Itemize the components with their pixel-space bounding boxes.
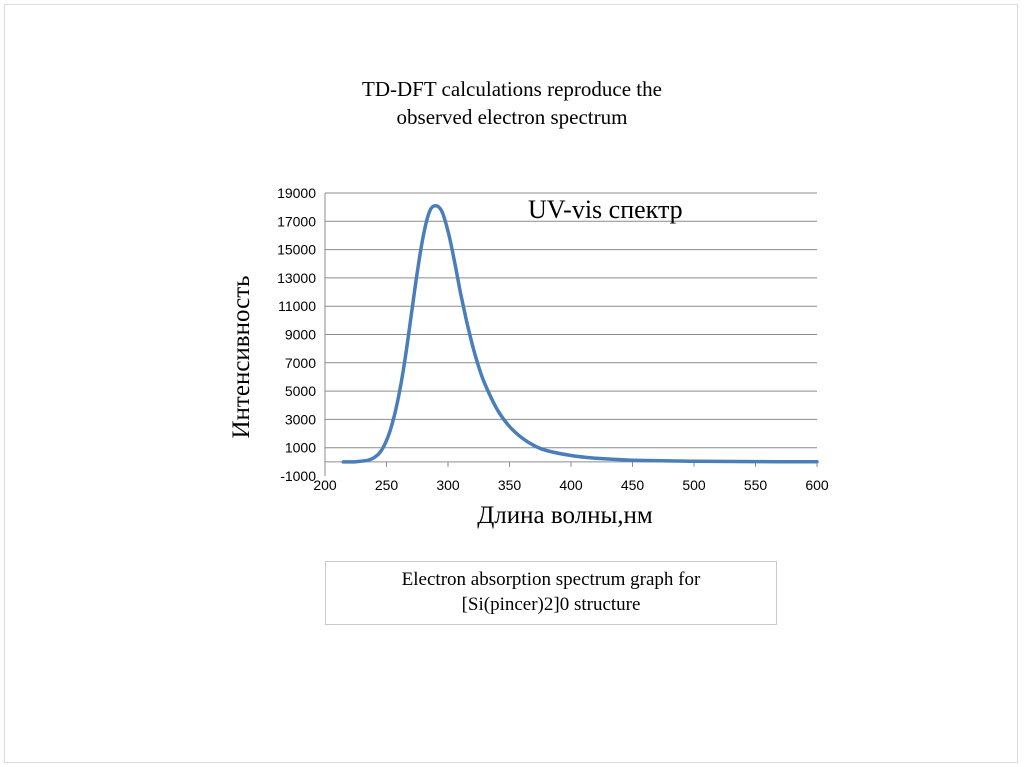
y-tick-label: 15000	[277, 242, 316, 258]
chart-x-axis-label: Длина волны,нм	[477, 502, 653, 529]
slide	[4, 4, 1018, 763]
x-tick-label: 550	[744, 477, 768, 493]
y-tick-label: 9000	[285, 327, 316, 343]
y-tick-label: -1000	[280, 468, 316, 484]
slide-title-line-2: observed electron spectrum	[396, 105, 628, 129]
slide-title: TD-DFT calculations reproduce the observ…	[312, 75, 712, 131]
y-tick-label: 11000	[278, 298, 316, 314]
y-tick-label: 19000	[277, 185, 316, 201]
x-tick-label: 450	[621, 477, 645, 493]
figure-caption: Electron absorption spectrum graph for […	[325, 561, 777, 625]
x-tick-label: 600	[805, 477, 829, 493]
series-line-0	[341, 203, 819, 464]
x-tick-label: 500	[682, 477, 706, 493]
x-tick-label: 400	[559, 477, 583, 493]
chart-series	[341, 203, 819, 464]
caption-line-2: [Si(pincer)2]0 structure	[461, 594, 641, 615]
slide-title-line-1: TD-DFT calculations reproduce the	[362, 77, 662, 101]
y-tick-label: 5000	[285, 383, 316, 399]
y-tick-label: 3000	[285, 411, 316, 427]
y-tick-label: 7000	[285, 355, 316, 371]
x-tick-label: 250	[375, 477, 399, 493]
x-tick-label: 350	[498, 477, 522, 493]
x-tick-label: 200	[313, 477, 337, 493]
y-tick-label: 1000	[285, 440, 316, 456]
chart-title: UV-vis спектр	[528, 195, 683, 224]
chart-tick-labels: -1000 1000 3000 5000 7000 9000 11000 13000 15000…	[277, 185, 829, 493]
y-tick-label: 17000	[277, 213, 316, 229]
y-tick-label: 13000	[277, 270, 316, 286]
caption-line-1: Electron absorption spectrum graph for	[401, 569, 701, 590]
chart-grid	[325, 192, 817, 449]
x-tick-label: 300	[436, 477, 460, 493]
chart-y-axis-label: Интенсивность	[228, 275, 255, 438]
